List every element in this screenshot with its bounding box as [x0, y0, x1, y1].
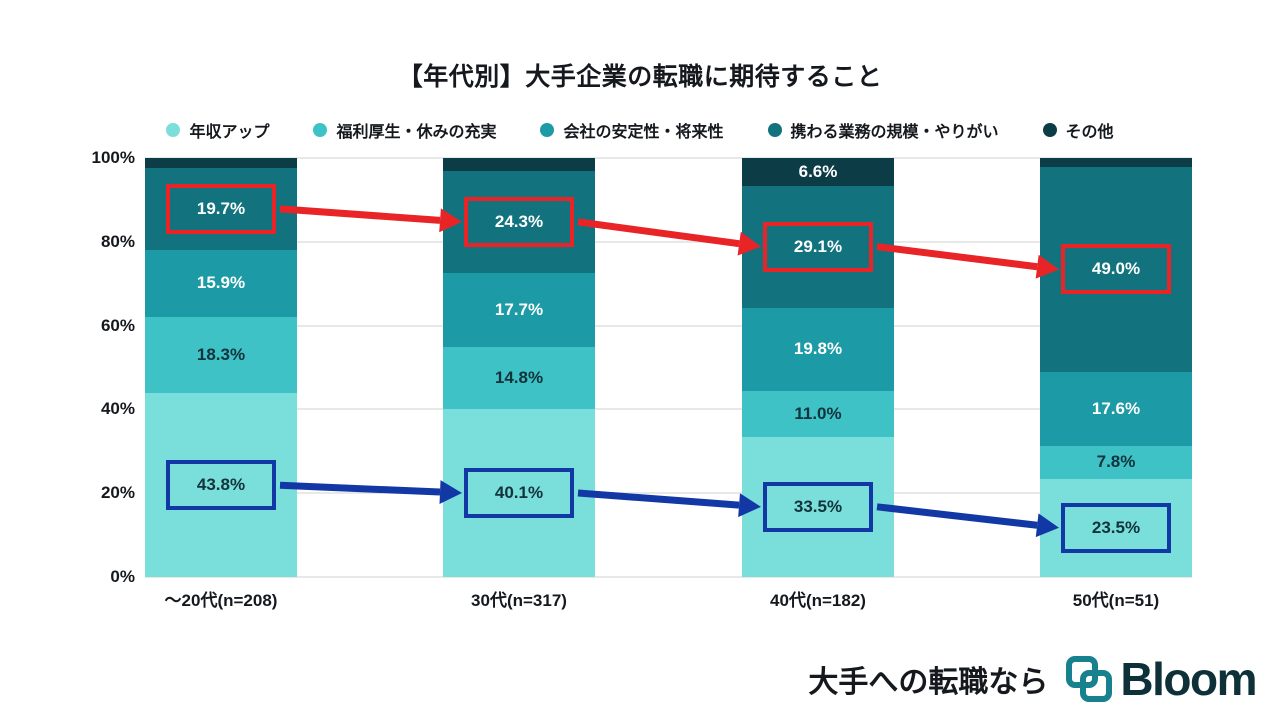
bar-segment-value: 18.3% [196, 345, 246, 365]
legend-label: 福利厚生・休みの充実 [336, 124, 497, 141]
bar-segment [742, 158, 894, 186]
bar-segment [1040, 158, 1192, 167]
legend-dot-icon [767, 123, 782, 137]
legend-item: その他 [1042, 118, 1114, 142]
footer-tagline: 大手への転職なら [808, 666, 1049, 699]
legend-label: その他 [1065, 124, 1114, 141]
bloom-logo-icon [1066, 656, 1113, 702]
bar-segment [742, 185, 894, 308]
legend-label: 年収アップ [189, 124, 270, 141]
legend-label: 会社の安定性・将来性 [563, 124, 724, 141]
legend-item: 会社の安定性・将来性 [540, 118, 724, 142]
highlight-box-blue [1061, 502, 1171, 553]
bar-segment-value: 23.5% [1091, 517, 1141, 537]
bar-segment-value: 14.8% [494, 367, 544, 387]
bar-segment [443, 171, 595, 273]
highlight-box-red [166, 183, 276, 234]
gridline [145, 240, 1192, 243]
bar-segment [145, 158, 297, 168]
bar-segment-value: 24.3% [494, 211, 544, 231]
highlight-box-blue [763, 481, 873, 532]
x-axis: ～20代(n=208) 30代(n=317) 40代(n=182) 50代(n=51) [145, 586, 1192, 610]
x-axis-category-label: 30代(n=317) [471, 591, 567, 610]
y-axis-tick-label: 20% [100, 483, 135, 503]
footer: 大手への転職なら Bloom [808, 652, 1257, 706]
legend: 年収アップ 福利厚生・休みの充実 会社の安定性・将来性 携わる業務の規模・やりがい その… [0, 118, 1280, 142]
highlight-box-red [1061, 244, 1171, 295]
bar-segment [1040, 166, 1192, 373]
bar-segment-value: 15.9% [196, 273, 246, 293]
bloom-wordmark: Bloom [1120, 653, 1257, 705]
bar-segment-value: 6.6% [798, 161, 838, 181]
gridline [145, 492, 1192, 495]
x-axis-category-label: 50代(n=51) [1072, 591, 1160, 610]
legend-item: 福利厚生・休みの充実 [313, 118, 496, 142]
bar-segment [742, 390, 894, 437]
y-axis-tick-label: 80% [100, 231, 135, 251]
highlight-box-blue [166, 460, 276, 511]
bar-segment-value: 40.1% [494, 482, 544, 502]
bar-segment [1040, 372, 1192, 446]
legend-label: 携わる業務の規模・やりがい [790, 124, 999, 141]
bar-segment-value: 19.7% [196, 198, 246, 218]
legend-item: 携わる業務の規模・やりがい [767, 118, 999, 142]
legend-dot-icon [313, 123, 328, 137]
gridline [145, 157, 1192, 159]
x-axis-category-label: ～20代(n=208) [164, 591, 278, 610]
bar-segment [1040, 445, 1192, 479]
bar-segment-value: 29.1% [793, 236, 843, 256]
chart-title: 【年代別】大手企業の転職に期待すること [397, 63, 883, 91]
legend-dot-icon [540, 123, 555, 137]
bar-segment [443, 272, 595, 347]
y-axis-tick-label: 60% [100, 315, 135, 335]
gridline [145, 576, 1192, 578]
legend-item: 年収アップ [166, 118, 269, 142]
y-axis-tick-label: 100% [91, 148, 135, 167]
highlight-box-red [464, 196, 574, 247]
bar-segment [1040, 478, 1192, 577]
bar-segment [145, 250, 297, 317]
logo-square-front [1080, 670, 1113, 702]
bar-segment [145, 167, 297, 251]
y-axis-tick-label: 40% [100, 399, 135, 419]
bar-segment [145, 393, 297, 577]
bar-segment [443, 158, 595, 171]
legend-dot-icon [166, 123, 181, 137]
bar-segment [742, 307, 894, 391]
x-axis-category-label: 40代(n=182) [770, 591, 866, 610]
legend-dot-icon [1042, 123, 1057, 137]
gridline [145, 408, 1192, 411]
gridline [145, 324, 1192, 327]
bar-segment [443, 346, 595, 409]
bar-segment-value: 17.6% [1091, 398, 1141, 418]
y-axis: 0% 20% 40% 60% 80% 100% [40, 148, 135, 586]
bar-segment-value: 19.8% [793, 339, 843, 359]
bar-segment-value: 33.5% [793, 496, 843, 516]
highlight-box-blue [464, 467, 574, 518]
highlight-box-red [763, 221, 873, 272]
plot-area: 43.8% 18.3% 15.9% 19.7% 40.1% 14.8% 17.7% 24.3%… [145, 157, 1192, 578]
bar-segment-value: 11.0% [794, 403, 842, 423]
bar-segment-value: 43.8% [196, 475, 246, 495]
bar-segment-value: 17.7% [494, 299, 544, 319]
brand-lockup: Bloom [1064, 652, 1257, 706]
bar-segment-value: 49.0% [1091, 259, 1141, 279]
bar-segment-value: 7.8% [1096, 452, 1136, 472]
y-axis-tick-label: 0% [110, 567, 135, 586]
bar-segment [145, 316, 297, 394]
bar-segment [443, 408, 595, 577]
bar-segment [742, 436, 894, 577]
